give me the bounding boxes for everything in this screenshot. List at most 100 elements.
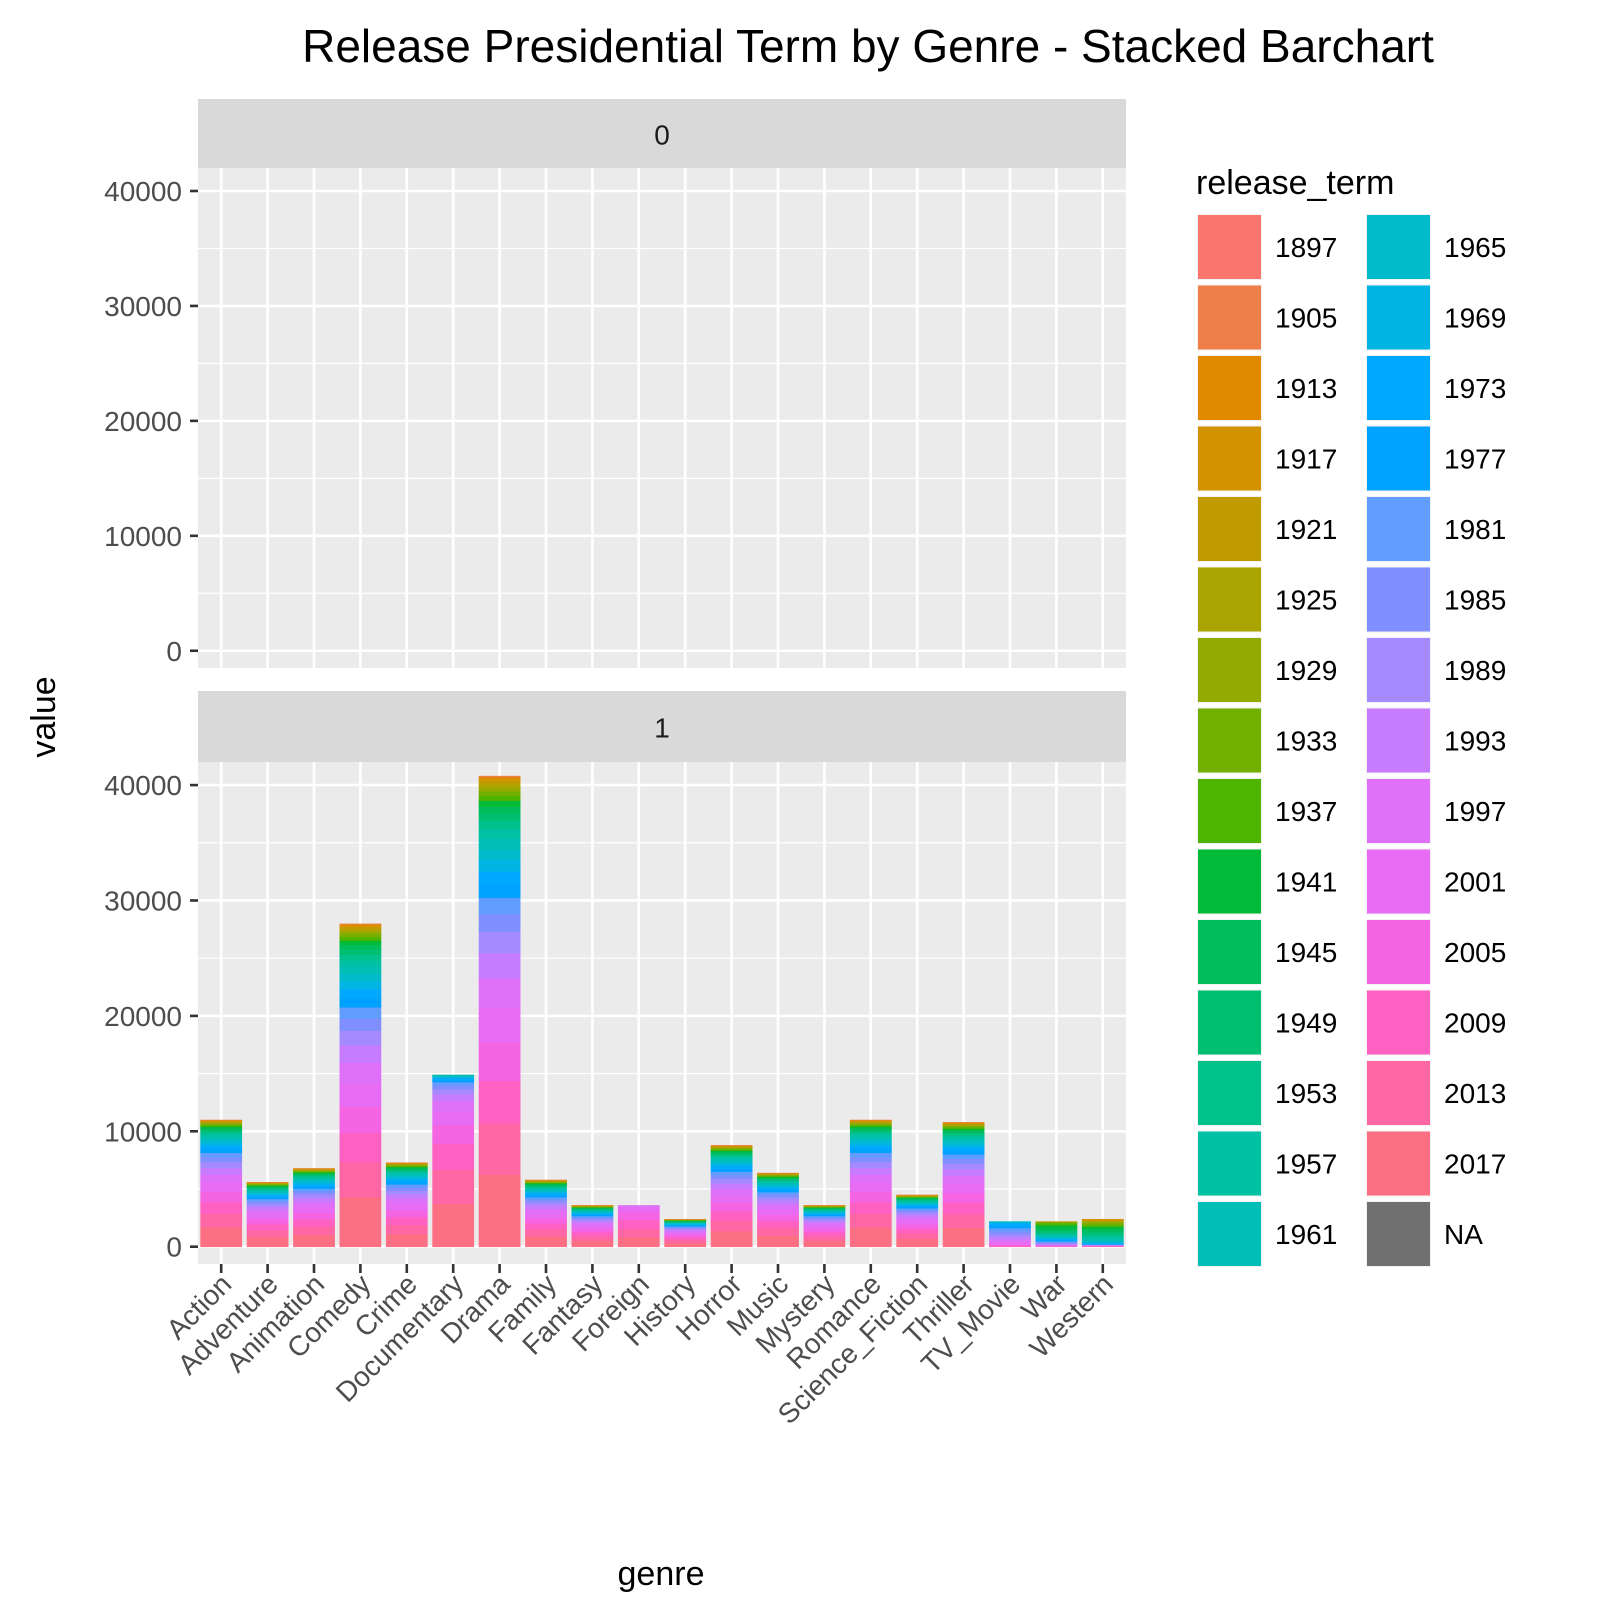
bar-segment-1993 (803, 1220, 846, 1224)
legend-label: 2001 (1444, 867, 1506, 898)
bar-segment-1969 (385, 1177, 428, 1180)
bar-segment-1945 (246, 1186, 289, 1188)
bar-segment-1997 (478, 978, 521, 1009)
bar-segment-1973 (803, 1213, 846, 1216)
bar-segment-1997 (989, 1239, 1031, 1243)
bar-segment-1993 (432, 1093, 475, 1102)
legend-label: 2013 (1444, 1078, 1506, 1109)
bar-segment-2005 (896, 1224, 939, 1229)
legend: 1897 1905 1913 1917 1921 1925 1929 1933 1937 1941… (1197, 214, 1506, 1267)
bar-segment-1953 (339, 954, 382, 961)
bar-segment-1981 (200, 1152, 243, 1158)
legend-item-NA: NA (1366, 1201, 1483, 1267)
bar-segment-1997 (200, 1174, 243, 1183)
bar-segment-2005 (757, 1214, 799, 1222)
bar-segment-2013 (339, 1161, 382, 1198)
bar-segment-2001 (246, 1213, 289, 1220)
bar-segment-1937 (525, 1182, 567, 1184)
bar-segment-1977 (339, 997, 382, 1008)
bar-segment-2009 (525, 1223, 567, 1230)
bar-segment-1913 (849, 1119, 892, 1121)
bar-segment-1941 (1081, 1226, 1124, 1230)
bar-segment-1917 (385, 1162, 428, 1164)
bar-segment-1965 (757, 1184, 799, 1187)
bar-segment-1977 (478, 883, 521, 899)
bar-segment-2001 (525, 1212, 567, 1219)
bar-Foreign (617, 1205, 660, 1248)
bar-segment-2009 (339, 1132, 382, 1163)
bar-segment-1913 (339, 924, 382, 926)
bar-segment-1925 (942, 1124, 985, 1126)
bar-segment-1965 (1035, 1236, 1078, 1239)
bar-segment-1949 (803, 1208, 846, 1210)
bar-segment-2005 (942, 1192, 985, 1204)
bar-segment-1929 (478, 787, 521, 792)
legend-key-swatch (1198, 779, 1261, 843)
bar-segment-1921 (757, 1173, 799, 1175)
bar-segment-1969 (710, 1163, 753, 1167)
legend-item-1921: 1921 (1197, 496, 1337, 562)
legend-label: 2009 (1444, 1008, 1506, 1039)
bar-segment-1973 (339, 989, 382, 999)
bar-segment-1961 (1035, 1235, 1078, 1238)
bar-segment-1921 (478, 780, 521, 785)
legend-item-1969: 1969 (1366, 284, 1506, 351)
bar-segment-2001 (896, 1220, 939, 1225)
bar-segment-2005 (525, 1217, 567, 1224)
legend-item-2005: 2005 (1366, 919, 1506, 985)
legend-key-swatch (1367, 356, 1430, 420)
bar-segment-1985 (478, 913, 521, 933)
bar-segment-1985 (757, 1194, 799, 1198)
bar-segment-1961 (246, 1190, 289, 1193)
bar-segment-1933 (339, 934, 382, 938)
bar-segment-1981 (989, 1227, 1031, 1232)
legend-label: 1961 (1275, 1219, 1337, 1250)
bar-segment-1937 (757, 1175, 799, 1178)
panel-background (198, 168, 1126, 668)
bar-segment-2009 (849, 1201, 892, 1214)
bar-segment-1985 (432, 1085, 475, 1090)
bar-segment-1933 (896, 1196, 939, 1198)
legend-label: 1949 (1275, 1008, 1337, 1039)
bar-segment-1925 (293, 1169, 335, 1171)
bar-segment-2001 (617, 1207, 660, 1213)
bar-segment-1937 (200, 1125, 243, 1127)
bar-segment-1905 (710, 1145, 753, 1146)
bar-segment-1981 (849, 1152, 892, 1158)
bar-segment-1969 (200, 1142, 243, 1146)
bar-segment-2009 (664, 1236, 707, 1240)
bar-segment-1953 (896, 1199, 939, 1202)
bar-segment-1977 (571, 1214, 614, 1217)
bar-segment-2009 (617, 1219, 660, 1230)
chart-title: Release Presidential Term by Genre - Sta… (302, 20, 1434, 72)
bar-segment-1933 (246, 1184, 289, 1186)
bar-segment-1949 (1081, 1231, 1124, 1235)
bar-segment-1937 (803, 1206, 846, 1208)
bar-segment-1993 (942, 1168, 985, 1177)
bar-segment-1977 (200, 1148, 243, 1153)
bar-segment-1969 (571, 1212, 614, 1214)
bar-segment-1925 (339, 929, 382, 933)
y-tick-label: 10000 (104, 521, 182, 552)
bar-segment-1941 (200, 1126, 243, 1129)
bar-segment-1981 (246, 1198, 289, 1202)
bar-Mystery (803, 1205, 846, 1248)
bar-segment-1937 (942, 1127, 985, 1129)
y-tick-label: 40000 (104, 770, 182, 801)
bar-segment-1973 (571, 1213, 614, 1216)
bar-segment-1933 (200, 1123, 243, 1126)
bar-segment-1997 (1035, 1244, 1078, 1246)
bar-segment-1917 (1081, 1219, 1124, 1221)
bar-segment-1985 (942, 1158, 985, 1164)
bar-segment-1969 (432, 1076, 475, 1079)
bar-segment-2009 (803, 1232, 846, 1237)
legend-item-1905: 1905 (1197, 284, 1337, 351)
bar-segment-2005 (200, 1191, 243, 1203)
bar-segment-1977 (989, 1225, 1031, 1229)
bar-segment-1965 (525, 1190, 567, 1193)
bar-segment-1969 (525, 1191, 567, 1194)
legend-key-swatch (1367, 1131, 1430, 1196)
bar-segment-1961 (896, 1201, 939, 1204)
bar-segment-1957 (478, 829, 521, 839)
bar-segment-1941 (293, 1172, 335, 1174)
